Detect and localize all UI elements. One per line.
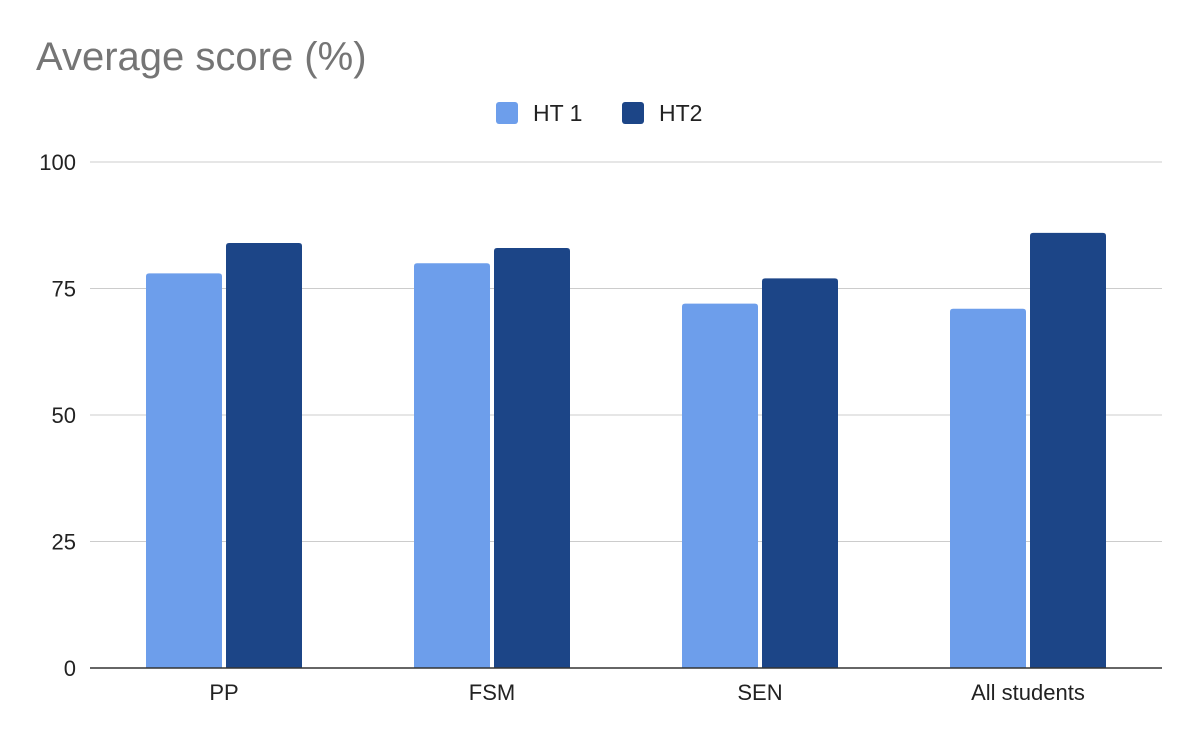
bar-ht1-sen <box>682 303 758 668</box>
chart-title: Average score (%) <box>36 35 367 79</box>
legend-label-ht1: HT 1 <box>533 100 582 126</box>
y-tick-label: 0 <box>64 656 76 681</box>
x-category-label: PP <box>209 680 238 705</box>
bar-ht1-pp <box>146 273 222 668</box>
x-category-label: SEN <box>737 680 782 705</box>
x-axis-labels: PP FSM SEN All students <box>209 680 1085 705</box>
legend-swatch-ht1 <box>496 102 518 124</box>
y-tick-label: 75 <box>52 277 76 302</box>
y-tick-label: 25 <box>52 530 76 555</box>
bar-ht1-fsm <box>414 263 490 668</box>
y-tick-label: 100 <box>39 150 76 175</box>
legend-swatch-ht2 <box>622 102 644 124</box>
y-tick-label: 50 <box>52 403 76 428</box>
x-category-label: FSM <box>469 680 515 705</box>
legend: HT 1 HT2 <box>496 100 702 126</box>
legend-label-ht2: HT2 <box>659 100 702 126</box>
bar-ht2-sen <box>762 278 838 668</box>
x-category-label: All students <box>971 680 1085 705</box>
bar-ht1-all-students <box>950 308 1026 668</box>
bar-ht2-fsm <box>494 248 570 668</box>
y-axis-ticks: 0 25 50 75 100 <box>39 150 76 681</box>
bars <box>146 232 1106 668</box>
bar-ht2-all-students <box>1030 232 1106 668</box>
bar-ht2-pp <box>226 242 302 668</box>
